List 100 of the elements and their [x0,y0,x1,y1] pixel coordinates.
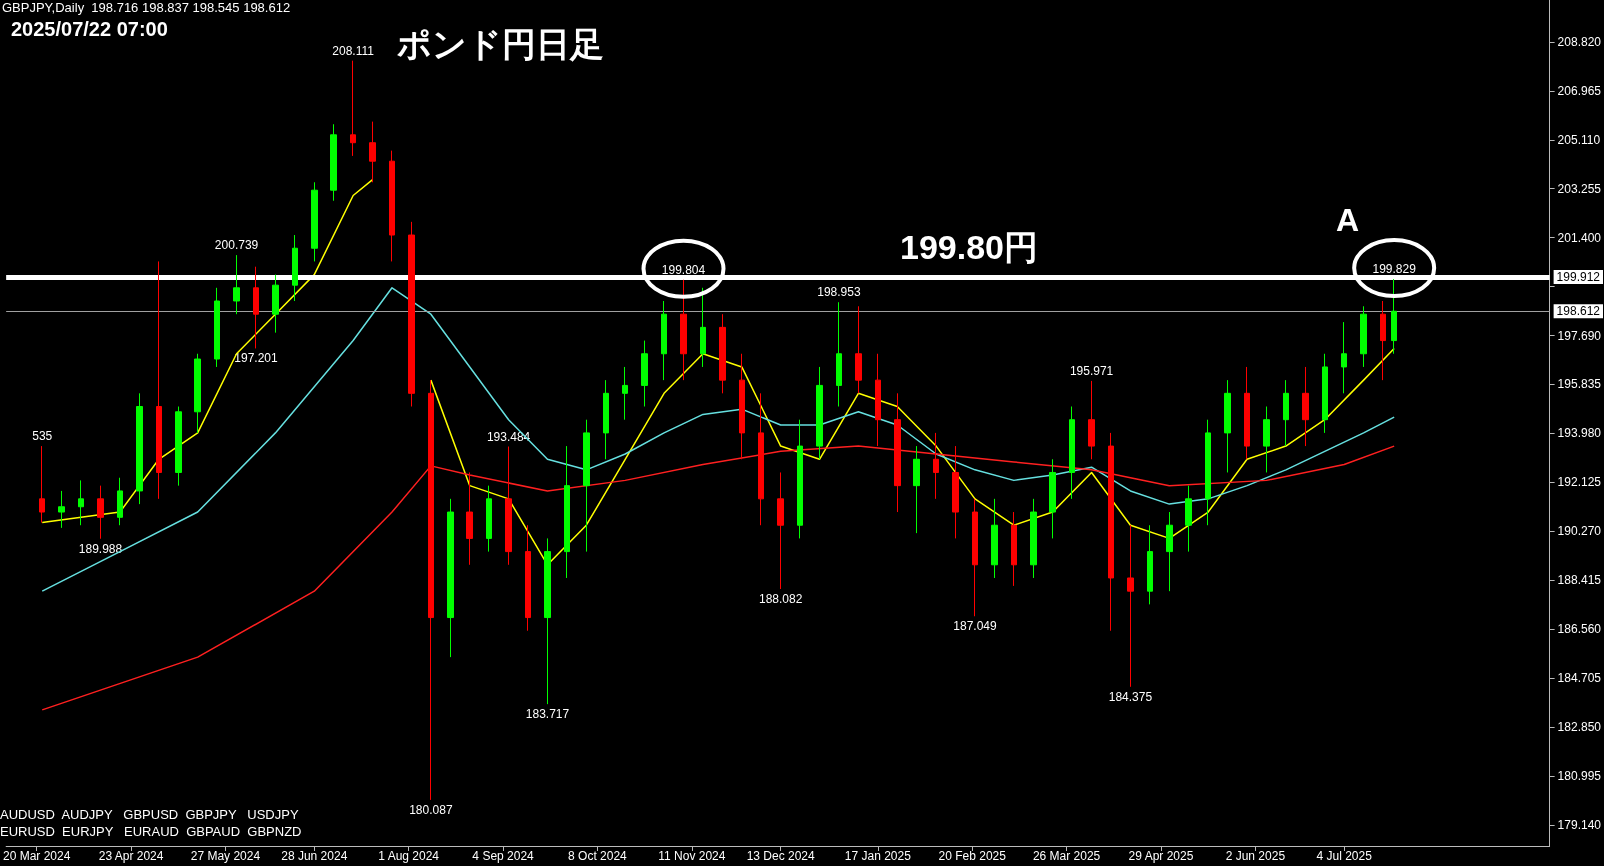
y-tick-label: 193.980 [1557,426,1602,441]
y-tick-label: 188.415 [1557,573,1602,588]
x-tick-label: 29 Apr 2025 [1128,849,1194,863]
x-tick-label: 11 Nov 2024 [658,849,726,863]
candlestick [1011,511,1017,587]
y-tick-label: 192.125 [1557,475,1602,490]
annotation: 188.082 [758,592,803,607]
candlestick [1166,511,1173,592]
annotation: 183.717 [525,707,570,722]
candlestick [991,498,998,579]
candlestick [1069,406,1075,500]
annotation: 199.829 [1372,262,1417,277]
annotation: 535 [32,429,53,444]
candlestick [1302,366,1309,447]
candlestick [39,445,45,524]
candlestick [58,490,65,529]
y-tick-label: 206.965 [1557,83,1602,98]
candlestick [952,445,959,539]
annotation: 199.804 [661,262,706,277]
candlestick [330,123,337,202]
candlestick [136,392,143,505]
candlestick [641,340,648,408]
candlestick [214,287,220,368]
candlestick [700,287,706,368]
x-tick-label: 2 Jun 2025 [1225,849,1286,863]
x-tick-label: 27 May 2024 [190,849,261,863]
candlestick [408,221,415,408]
x-tick-label: 23 Apr 2024 [98,849,164,863]
candlestick [1224,379,1231,473]
candlestick [719,313,726,394]
annotation: GBPJPY,Daily 198.716 198.837 198.545 198.612 [2,0,291,15]
x-tick-label: 20 Feb 2025 [938,849,1007,863]
candlestick [1360,305,1367,368]
y-tick-label: 190.270 [1557,524,1602,539]
candlestick [525,524,531,632]
candlestick [1049,458,1056,539]
candlestick [292,234,298,302]
annotation: 195.971 [1069,363,1114,378]
annotation: 197.201 [234,351,278,366]
candlestick [175,406,182,487]
candlestick [1263,406,1270,473]
annotation: 180.087 [409,802,453,817]
y-tick-label: 180.995 [1557,768,1602,783]
ref-line-label: 199.912 [1556,269,1601,284]
x-tick-label: 26 Mar 2025 [1032,849,1101,863]
y-tick-label: 179.140 [1557,817,1602,832]
line-series [41,445,1395,711]
annotation: EURUSD EURJPY EURAUD GBPAUD GBPNZD [0,824,302,839]
annotation: 184.375 [1108,689,1153,704]
annotation: 200.739 [214,238,259,253]
candlestick [875,353,881,447]
candlestick [739,353,745,460]
candlestick [836,301,842,408]
y-tick-label: 182.850 [1557,720,1602,735]
annotation: 198.953 [817,285,861,300]
x-tick-label: 13 Dec 2024 [746,849,816,863]
candlestick [194,353,201,434]
y-tick-label: 184.705 [1557,671,1602,686]
candlestick [603,379,609,460]
candlestick [777,471,784,590]
candlestick [466,471,473,566]
candlestick [544,537,551,705]
candlestick [797,419,803,539]
y-tick-label: 201.400 [1557,230,1602,245]
x-tick-label: 20 Mar 2024 [2,849,71,863]
candlestick [1391,278,1397,355]
candlestick [1108,432,1114,632]
y-tick-label: 205.110 [1557,132,1601,147]
text: ポンド円日足 [397,25,604,63]
candlestick [311,181,318,262]
candlestick [1147,524,1153,605]
candlestick [816,366,823,460]
candlestick [1283,379,1289,447]
candlestick [156,260,162,500]
candlestick [486,485,492,553]
x-tick-label: 4 Sep 2024 [472,849,535,863]
candlestick [933,432,939,500]
candlestick [1185,485,1192,553]
candlestick [894,392,901,513]
text: 2025/07/22 07:00 [11,18,168,40]
y-tick-label: 195.835 [1557,377,1602,392]
x-tick-label: 1 Aug 2024 [378,849,440,863]
y-tick-label: 186.560 [1557,622,1602,637]
candlestick [428,379,434,801]
annotation: 208.111 [332,43,375,58]
candlestick [1205,419,1211,526]
candlestick [680,279,687,381]
candlestick [78,479,84,526]
candlestick [233,254,240,315]
y-tick-label: 203.255 [1557,181,1602,196]
candlestick [661,300,667,381]
candlestick [1341,321,1347,394]
candlestick [622,366,628,421]
annotation: A [1336,202,1360,238]
candlestick [272,274,279,334]
candlestick [855,305,862,394]
x-tick-label: 28 Jun 2024 [281,849,348,863]
candlestick [1127,524,1134,688]
y-tick-label: 208.820 [1557,34,1602,49]
candlestick [253,266,259,349]
